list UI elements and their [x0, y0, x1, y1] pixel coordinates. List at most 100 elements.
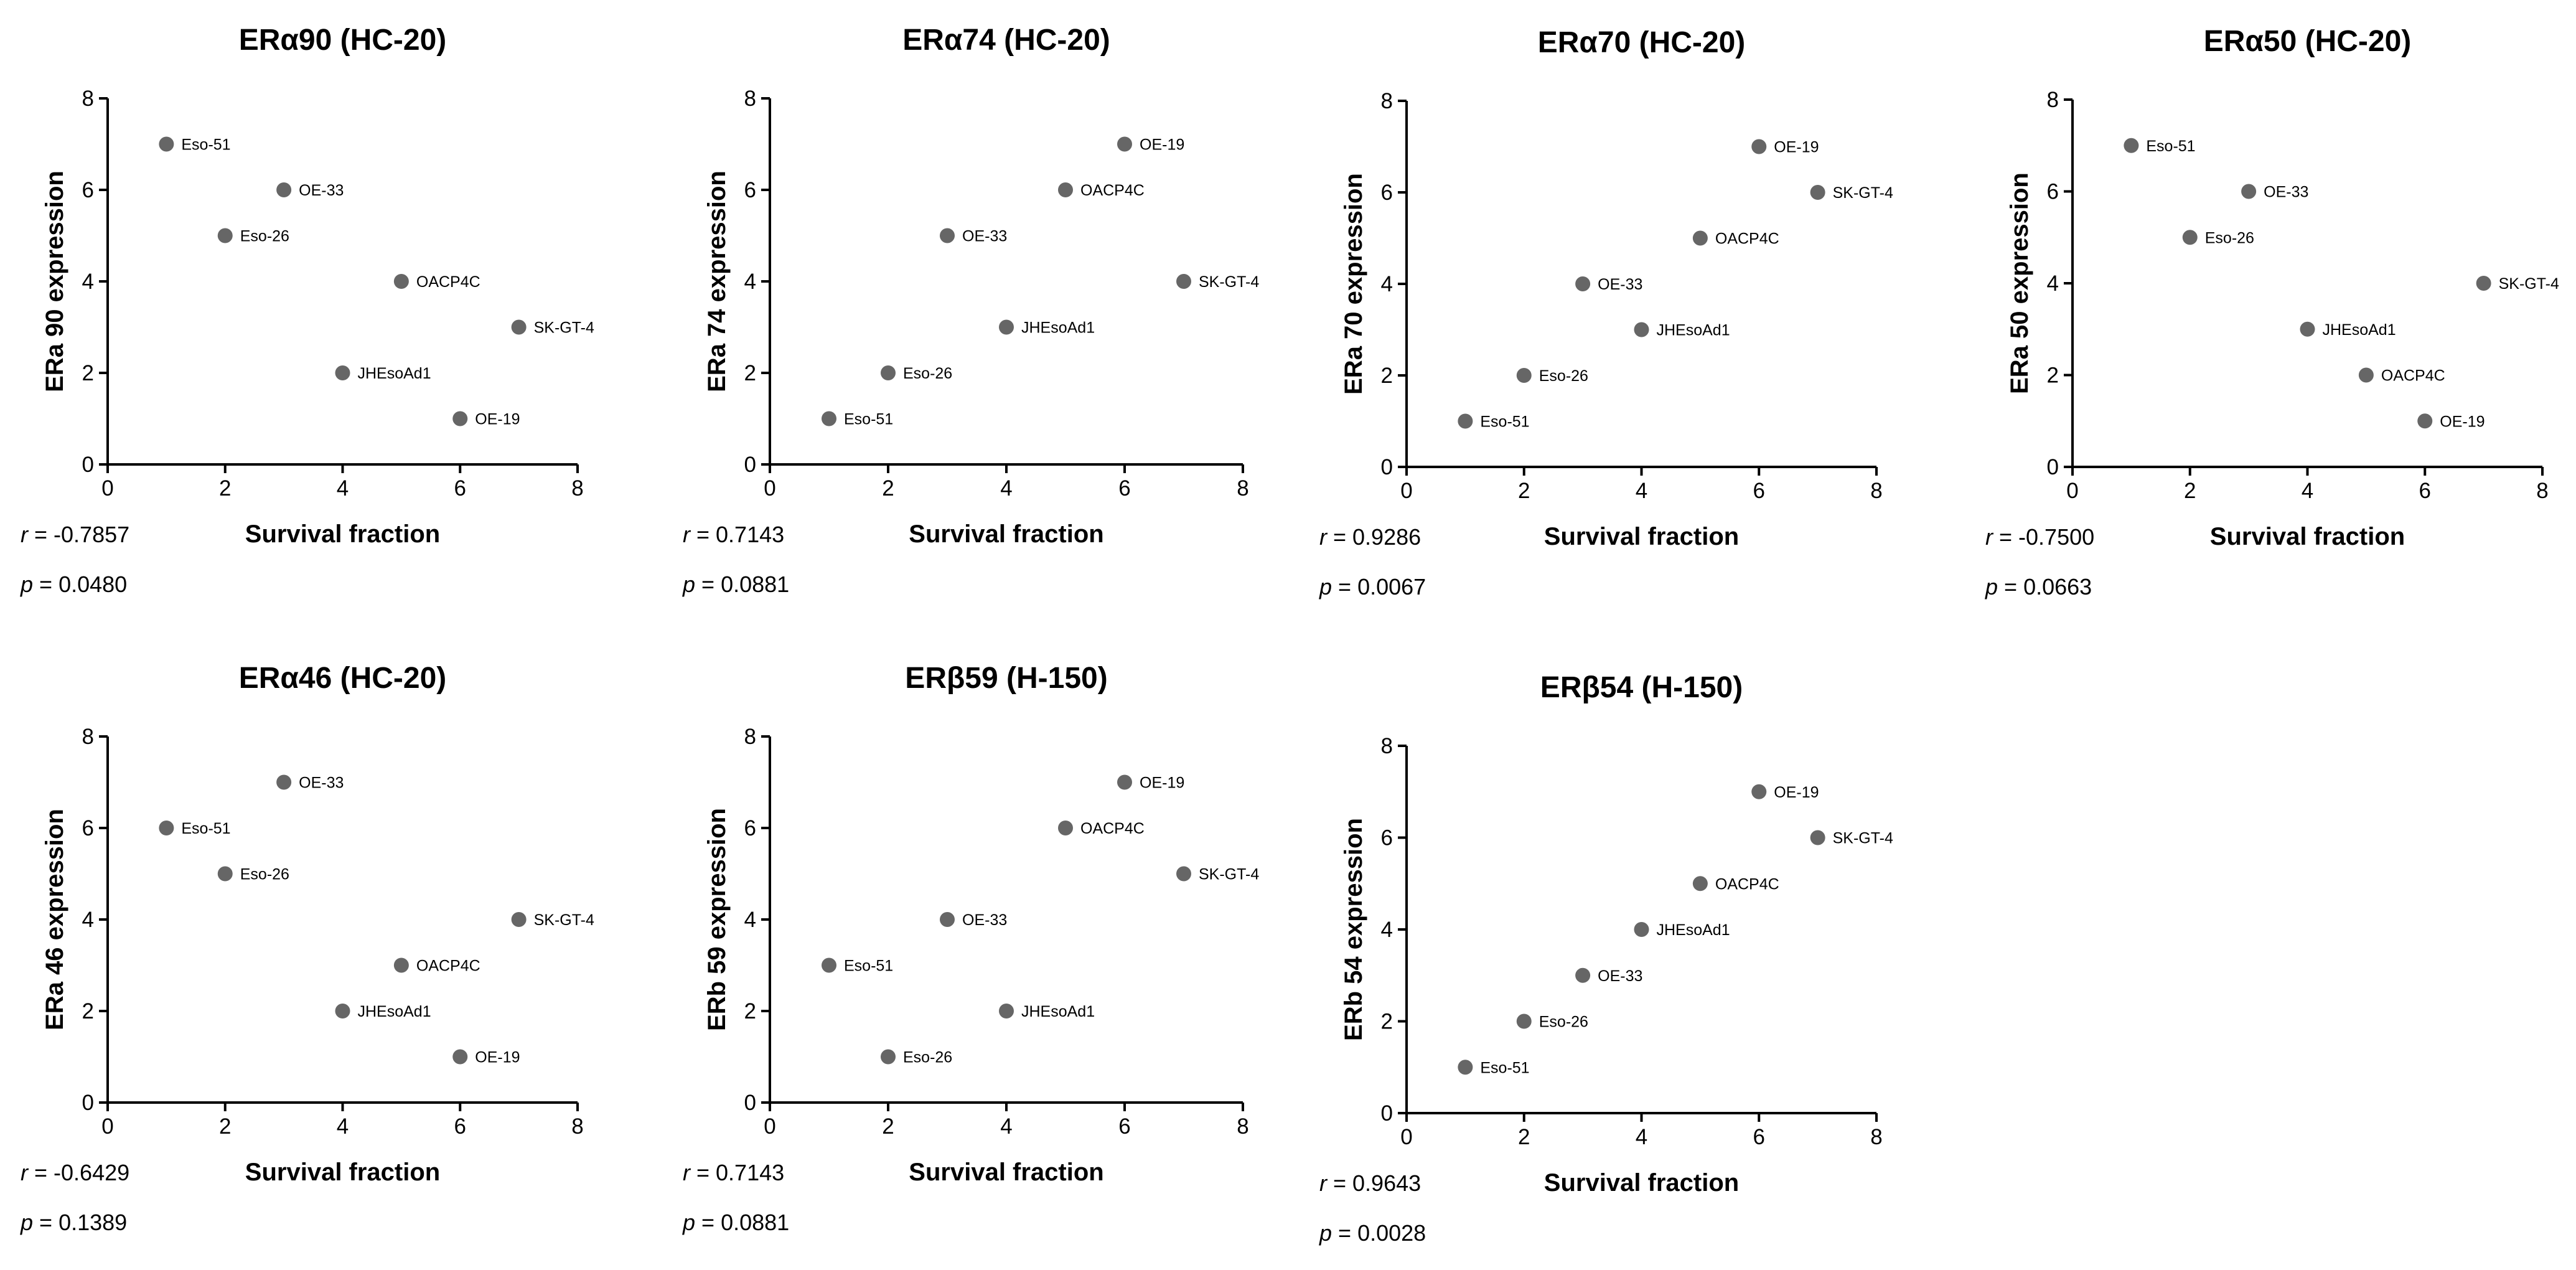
x-axis-label: Survival fraction — [909, 1159, 1103, 1186]
y-tick-label: 8 — [2047, 88, 2059, 112]
data-point — [159, 136, 174, 152]
data-point — [335, 365, 350, 380]
y-tick-label: 2 — [744, 999, 756, 1023]
y-tick-label: 0 — [1381, 1101, 1393, 1126]
p-value: p = 0.0067 — [1319, 574, 1426, 600]
data-point-label: OE-19 — [1774, 784, 1819, 801]
data-point — [1575, 276, 1591, 291]
data-point-label: Eso-51 — [181, 820, 230, 837]
p-key: p — [20, 572, 33, 597]
r-number: -0.6429 — [54, 1160, 129, 1185]
data-point-label: SK-GT-4 — [2499, 275, 2559, 293]
x-axis-label: Survival fraction — [245, 1159, 440, 1186]
x-tick-label: 6 — [1753, 1125, 1765, 1149]
x-tick-label: 4 — [1000, 1114, 1012, 1139]
r-value: r = 0.7143 — [683, 1160, 784, 1185]
p-number: 0.0067 — [1357, 574, 1426, 600]
p-number: 0.0480 — [59, 572, 127, 597]
x-tick-label: 8 — [1237, 476, 1248, 501]
data-point — [1810, 185, 1825, 200]
data-point — [2358, 367, 2374, 383]
data-point-label: SK-GT-4 — [534, 319, 594, 337]
x-tick-label: 2 — [2184, 479, 2196, 503]
p-key: p — [1319, 1220, 1332, 1246]
r-value: r = -0.7500 — [1985, 524, 2094, 550]
x-axis-label: Survival fraction — [909, 520, 1103, 548]
data-point-label: OACP4C — [416, 273, 480, 291]
p-number: 0.0663 — [2023, 574, 2092, 600]
data-point — [1751, 784, 1767, 799]
data-point-label: SK-GT-4 — [1833, 184, 1893, 202]
r-number: -0.7500 — [2018, 524, 2094, 550]
data-point-label: Eso-51 — [181, 136, 230, 154]
data-point-label: Eso-26 — [2205, 229, 2254, 247]
data-point — [2182, 230, 2198, 245]
y-tick-label: 0 — [82, 1091, 94, 1115]
x-tick-label: 0 — [1400, 479, 1412, 503]
x-tick-label: 6 — [454, 476, 466, 501]
x-tick-label: 2 — [219, 476, 231, 501]
data-point — [511, 319, 527, 335]
data-point — [1634, 322, 1649, 337]
data-point — [1692, 876, 1708, 891]
p-equals: = — [1332, 574, 1357, 600]
data-point-label: JHEsoAd1 — [1657, 322, 1730, 339]
p-value: p = 0.0881 — [682, 1210, 789, 1235]
p-value: p = 0.0881 — [682, 572, 789, 597]
data-point-label: SK-GT-4 — [1199, 273, 1259, 291]
p-equals: = — [695, 572, 721, 597]
data-point — [2124, 138, 2139, 153]
p-number: 0.1389 — [59, 1210, 127, 1235]
p-equals: = — [695, 1210, 721, 1235]
data-point-label: Eso-51 — [1480, 1059, 1529, 1076]
r-value: r = 0.9286 — [1319, 524, 1421, 550]
y-axis-label: ERa 74 expression — [703, 171, 731, 392]
p-number: 0.0881 — [721, 572, 789, 597]
data-point — [1516, 368, 1532, 383]
data-point-label: JHEsoAd1 — [1657, 921, 1730, 939]
data-point — [940, 228, 955, 243]
data-point-label: Eso-26 — [240, 228, 289, 245]
p-value: p = 0.0028 — [1319, 1220, 1426, 1246]
y-tick-label: 4 — [1381, 918, 1393, 942]
data-point — [940, 912, 955, 927]
data-point — [2300, 321, 2315, 337]
p-key: p — [20, 1210, 33, 1235]
y-tick-label: 4 — [744, 270, 756, 294]
r-key: r — [683, 522, 691, 547]
chart-panel-5: ERα46 (HC-20) 0 2 4 6 8 0 2 4 6 8 Survival fraction… — [20, 662, 594, 1235]
data-point — [159, 821, 174, 835]
data-point-label: Eso-26 — [1539, 367, 1588, 385]
y-tick-label: 0 — [1381, 455, 1393, 479]
chart-title: ERα50 (HC-20) — [2204, 25, 2412, 58]
x-axis-label: Survival fraction — [245, 520, 440, 548]
y-tick-label: 6 — [744, 816, 756, 840]
data-point — [335, 1004, 350, 1018]
data-point-label: Eso-26 — [903, 365, 952, 382]
x-tick-label: 4 — [1000, 476, 1012, 501]
data-point-label: JHEsoAd1 — [358, 365, 431, 382]
r-key: r — [1985, 524, 1994, 550]
y-tick-label: 4 — [82, 908, 94, 932]
data-point — [452, 411, 468, 426]
p-value: p = 0.0480 — [20, 572, 127, 597]
data-point-label: JHEsoAd1 — [1021, 319, 1095, 337]
r-number: 0.7143 — [716, 1160, 784, 1185]
r-equals: = — [1993, 524, 2018, 550]
data-point-label: Eso-51 — [844, 957, 893, 975]
r-key: r — [21, 522, 29, 547]
data-point — [881, 1049, 896, 1065]
x-tick-label: 8 — [1870, 1125, 1882, 1149]
y-axis-label: ERb 59 expression — [703, 808, 731, 1031]
chart-panel-4: ERα50 (HC-20) 0 2 4 6 8 0 2 4 6 8 Survival fraction… — [1985, 25, 2559, 600]
data-point — [1458, 413, 1473, 429]
y-tick-label: 2 — [1381, 1010, 1393, 1034]
x-tick-label: 4 — [1636, 1125, 1647, 1149]
y-axis-label: ERb 54 expression — [1340, 818, 1367, 1041]
chart-panel-1: ERα90 (HC-20) 0 2 4 6 8 0 2 4 6 8 Survival fraction… — [20, 24, 594, 597]
data-point-label: SK-GT-4 — [1199, 866, 1259, 883]
y-tick-label: 2 — [2047, 364, 2059, 388]
x-tick-label: 4 — [337, 476, 349, 501]
y-tick-label: 2 — [1381, 364, 1393, 388]
x-tick-label: 8 — [1870, 479, 1882, 503]
